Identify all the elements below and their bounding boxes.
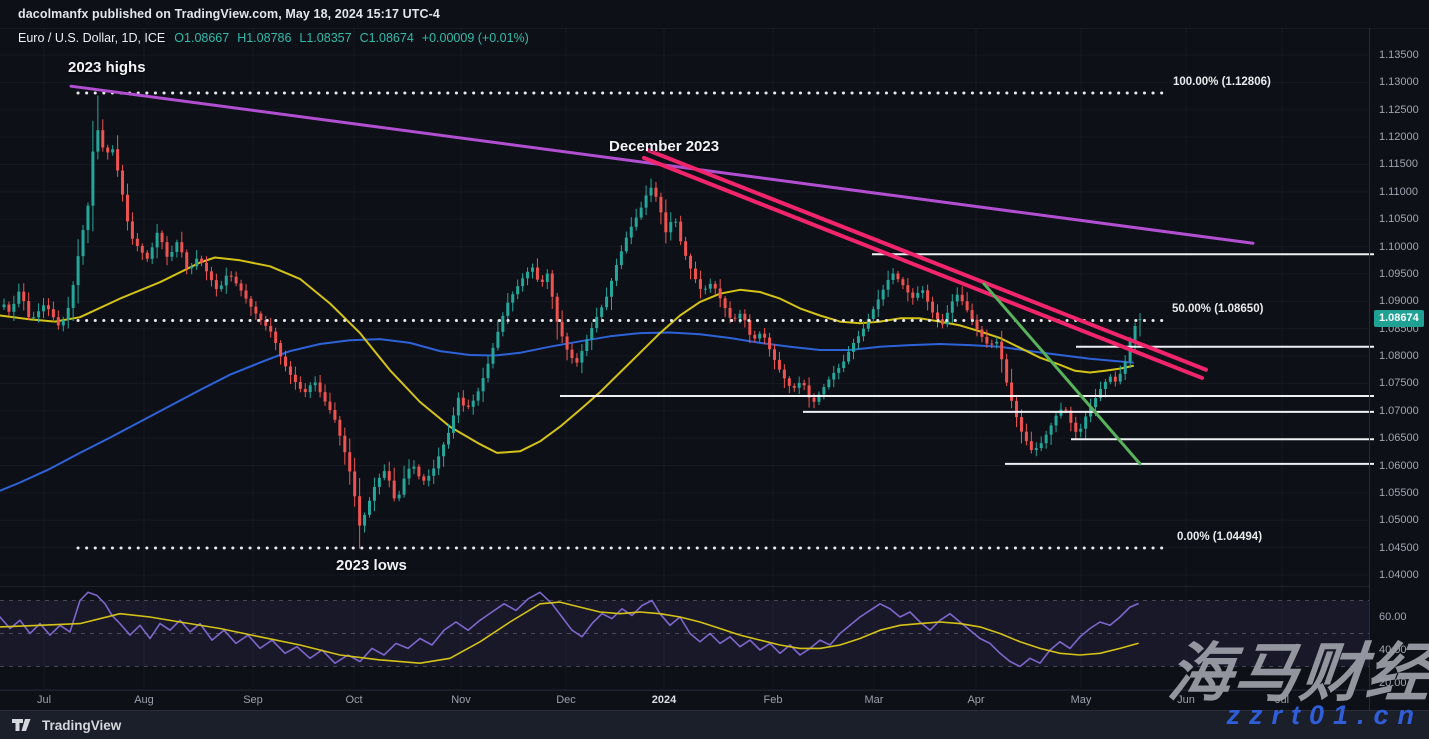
publish-info-text: dacolmanfx published on TradingView.com,… xyxy=(18,7,440,21)
price-axis-label: 1.13000 xyxy=(1379,76,1419,89)
ohlc-open: O1.08667 xyxy=(174,31,230,45)
symbol-title[interactable]: Euro / U.S. Dollar, 1D, ICE xyxy=(18,31,166,45)
publish-info-bar: dacolmanfx published on TradingView.com,… xyxy=(0,0,1429,29)
fib-level-label[interactable]: 0.00% (1.04494) xyxy=(1177,530,1263,543)
annotation-2023-lows[interactable]: 2023 lows xyxy=(336,557,407,574)
ohlc-low: L1.08357 xyxy=(299,31,352,45)
time-axis-label: Jul xyxy=(36,694,52,706)
price-axis-label: 1.07500 xyxy=(1379,377,1419,390)
price-axis-label: 1.05000 xyxy=(1379,514,1419,527)
price-axis-label: 1.04500 xyxy=(1379,541,1419,554)
price-axis-label: 1.11000 xyxy=(1379,185,1418,198)
price-axis-label: 1.06500 xyxy=(1379,432,1419,445)
tradingview-logo-icon[interactable] xyxy=(12,718,34,733)
pane-separator[interactable] xyxy=(0,586,1369,587)
tradingview-logo-text[interactable]: TradingView xyxy=(42,718,122,733)
time-axis-label: Jul xyxy=(1274,694,1290,706)
price-axis-label: 1.11500 xyxy=(1379,158,1418,171)
time-axis-label: Mar xyxy=(864,694,884,706)
ohlc-close: C1.08674 xyxy=(359,31,414,45)
indicator-axis-label: 60.00 xyxy=(1379,611,1407,623)
price-axis-label: 1.05500 xyxy=(1379,486,1419,499)
time-axis-label: Apr xyxy=(967,694,985,706)
footer-bar: TradingView xyxy=(0,710,1429,739)
price-axis-label: 1.10500 xyxy=(1379,213,1419,226)
last-price-badge: 1.08674 xyxy=(1374,310,1424,328)
ohlc-high: H1.08786 xyxy=(237,31,292,45)
fib-level-label[interactable]: 50.00% (1.08650) xyxy=(1172,303,1264,316)
price-axis-label: 1.13500 xyxy=(1379,49,1419,61)
price-axis-label: 1.07000 xyxy=(1379,404,1419,417)
indicator-axis-label: 40.00 xyxy=(1379,644,1407,656)
price-axis-label: 1.10000 xyxy=(1379,240,1419,253)
price-axis-label: 1.06000 xyxy=(1379,459,1419,472)
time-axis-label: Jun xyxy=(1177,694,1195,706)
annotation-2023-highs[interactable]: 2023 highs xyxy=(68,59,146,76)
price-change: +0.00009 (+0.01%) xyxy=(421,31,529,45)
time-axis-label: Oct xyxy=(345,694,363,706)
price-axis-label: 1.12000 xyxy=(1379,131,1419,144)
time-axis-label: Feb xyxy=(763,694,783,706)
price-axis-label: 1.12500 xyxy=(1379,103,1419,116)
fib-level-label[interactable]: 100.00% (1.12806) xyxy=(1173,75,1271,88)
watermark-url: zzrt01.cn xyxy=(1226,700,1423,730)
time-axis-label: Dec xyxy=(556,694,576,706)
time-axis[interactable]: Jul Aug Sep Oct Nov Dec 2024 Feb Mar Apr May Jun Jul xyxy=(0,690,1369,711)
ohlc-values: O1.08667 H1.08786 L1.08357 C1.08674 +0.0… xyxy=(174,31,529,45)
indicator-axis-label: 20.00 xyxy=(1379,677,1407,689)
time-axis-label: Sep xyxy=(243,694,263,706)
symbol-info: Euro / U.S. Dollar, 1D, ICE O1.08667 H1.… xyxy=(18,31,529,45)
price-axis-label: 1.08000 xyxy=(1379,350,1419,363)
time-axis-label: Aug xyxy=(134,694,154,706)
time-axis-label: 2024 xyxy=(651,694,677,706)
time-axis-label: Nov xyxy=(451,694,471,706)
time-axis-label: May xyxy=(1070,694,1092,706)
price-axis-label: 1.09000 xyxy=(1379,295,1419,308)
annotation-december-2023[interactable]: December 2023 xyxy=(609,138,720,155)
price-axis[interactable]: 1.08674 1.13500 1.13000 1.12500 1.12000 1.11… xyxy=(1369,28,1429,710)
price-axis-label: 1.04000 xyxy=(1379,569,1419,581)
price-axis-label: 1.09500 xyxy=(1379,267,1419,280)
